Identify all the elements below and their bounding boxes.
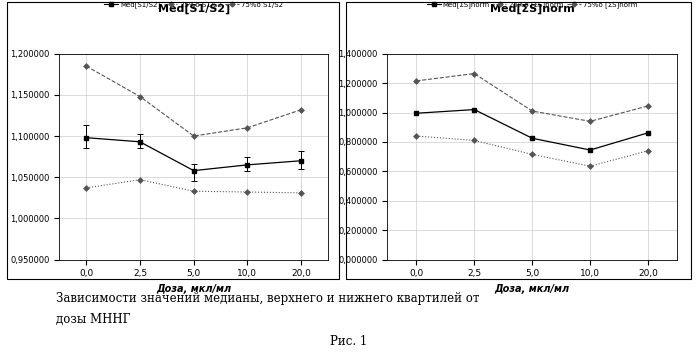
Legend: Med[S1/S2], 25%o S1/S2, 75%o S1/S2: Med[S1/S2], 25%o S1/S2, 75%o S1/S2 [102, 0, 285, 10]
Title: Med[ΣS]norm: Med[ΣS]norm [490, 4, 574, 14]
Text: Зависимости значений медианы, верхнего и нижнего квартилей от: Зависимости значений медианы, верхнего и… [56, 292, 480, 305]
Legend: Med[ΣS]norm, 25%o [ΣS]norm, 75%o [ΣS]norm: Med[ΣS]norm, 25%o [ΣS]norm, 75%o [ΣS]nor… [424, 0, 640, 10]
X-axis label: Доза, мкл/мл: Доза, мкл/мл [495, 284, 570, 294]
X-axis label: Доза, мкл/мл: Доза, мкл/мл [156, 284, 231, 294]
Text: Рис. 1: Рис. 1 [330, 335, 368, 348]
Text: дозы МННГ: дозы МННГ [56, 313, 131, 326]
Title: Med[S1/S2]: Med[S1/S2] [158, 4, 230, 14]
